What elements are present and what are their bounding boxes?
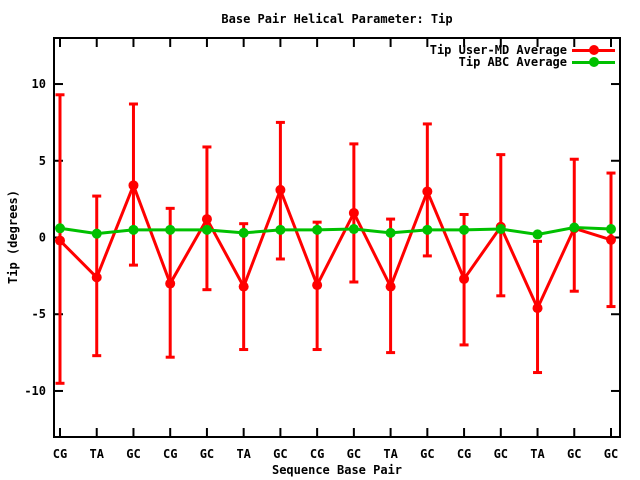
- plot-border: [53, 37, 621, 438]
- x-tick-label: GC: [604, 447, 618, 461]
- x-tick-label: GC: [567, 447, 581, 461]
- x-tick-label: CG: [310, 447, 324, 461]
- x-tick-label: GC: [273, 447, 287, 461]
- data-point: [348, 207, 359, 218]
- x-tick-label: CG: [53, 447, 67, 461]
- data-point: [55, 235, 65, 246]
- data-point: [91, 272, 102, 283]
- y-tick-label: 0: [39, 231, 46, 245]
- x-tick-label: CG: [457, 447, 471, 461]
- data-point: [385, 281, 396, 292]
- data-point: [275, 184, 286, 195]
- series-line: [58, 181, 612, 312]
- data-point: [201, 214, 212, 225]
- data-point: [495, 224, 506, 235]
- data-point: [532, 303, 543, 314]
- chart-title: Base Pair Helical Parameter: Tip: [221, 12, 453, 26]
- data-point: [55, 223, 65, 234]
- data-point: [348, 224, 359, 235]
- data-point: [238, 281, 249, 292]
- x-tick-label: GC: [126, 447, 140, 461]
- y-tick-label: 5: [39, 154, 46, 168]
- data-point: [128, 180, 139, 191]
- data-point: [422, 186, 433, 197]
- data-point: [165, 224, 176, 235]
- data-point: [312, 280, 323, 291]
- x-tick-label: CG: [163, 447, 177, 461]
- data-point: [459, 273, 470, 284]
- x-tick-label: TA: [530, 447, 545, 461]
- data-point: [312, 224, 323, 235]
- y-tick-label: -5: [32, 307, 46, 321]
- data-point: [606, 224, 616, 235]
- x-tick-label: GC: [494, 447, 508, 461]
- x-tick-label: TA: [90, 447, 105, 461]
- data-point: [459, 224, 470, 235]
- data-point: [165, 278, 176, 289]
- data-point: [532, 229, 543, 240]
- data-point: [201, 224, 212, 235]
- data-point: [91, 228, 102, 239]
- x-tick-label: TA: [236, 447, 251, 461]
- data-point: [606, 234, 616, 245]
- y-tick-label: 10: [32, 77, 46, 91]
- x-axis-label: Sequence Base Pair: [271, 463, 403, 477]
- x-tick-label: GC: [420, 447, 434, 461]
- data-point: [385, 227, 396, 238]
- data-point: [238, 227, 249, 238]
- series-line: [59, 226, 612, 236]
- x-tick-label: GC: [347, 447, 361, 461]
- x-tick-label: GC: [200, 447, 214, 461]
- data-point: [569, 222, 580, 233]
- data-point: [128, 224, 139, 235]
- data-point: [275, 224, 286, 235]
- y-tick-label: -10: [24, 384, 46, 398]
- data-point: [422, 224, 433, 235]
- x-tick-label: TA: [383, 447, 398, 461]
